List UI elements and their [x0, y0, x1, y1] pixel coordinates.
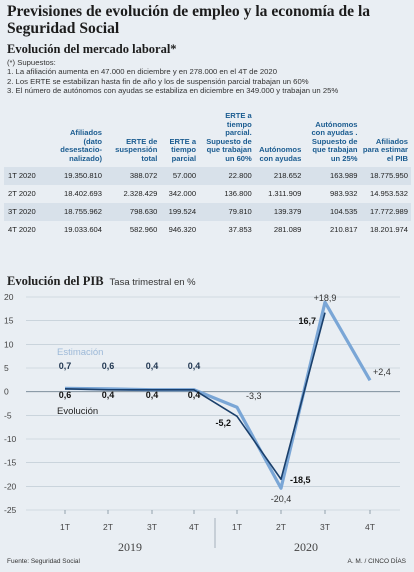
table-cell: 798.630	[105, 202, 161, 221]
table-header-row: Afiliados (dato desestacio- nalizado) ER…	[4, 111, 411, 167]
table-cell: 1.311.909	[254, 184, 305, 203]
data-label-evolucion: 0,4	[188, 390, 201, 400]
table-cell: 104.535	[304, 202, 361, 221]
table-header-cell: ERTE de suspensión total	[115, 136, 158, 163]
credit-note: A. M. / CINCO DÍAS	[347, 558, 406, 565]
labor-section-title: Evolución del mercado laboral*	[7, 42, 177, 56]
table-row: 1T 2020 19.350.810 388.072 57.000 22.800…	[4, 166, 411, 185]
table-cell: 18.775.950	[360, 166, 411, 185]
x-tick-label: 3T	[320, 522, 330, 532]
table-row: 4T 2020 19.033.604 582.960 946.320 37.85…	[4, 220, 411, 239]
table-cell: 946.320	[160, 220, 200, 239]
y-tick-label: 15	[4, 316, 14, 326]
y-tick-label: -20	[4, 481, 17, 491]
table-cell: 17.772.989	[360, 202, 411, 221]
data-label-evolucion: 16,7	[298, 316, 316, 326]
table-header-cell: Afiliados para estimar el PIB	[362, 136, 408, 163]
y-tick-label: 20	[4, 292, 14, 302]
gdp-chart-heading: Evolución del PIB Tasa trimestral en %	[7, 272, 196, 290]
table-cell: 281.089	[254, 220, 305, 239]
table-header-cell: Autónomos con ayudas . Supuesto de que t…	[311, 119, 358, 163]
table-cell: 983.932	[304, 184, 361, 203]
chart-title: Evolución del PIB	[7, 274, 104, 288]
table-cell: 14.953.532	[360, 184, 411, 203]
data-label-estimacion: 0,6	[102, 361, 115, 371]
data-label-evolucion: 0,6	[59, 390, 72, 400]
data-label-estimacion: 0,7	[59, 361, 72, 371]
chart-subtitle: Tasa trimestral en %	[109, 277, 196, 288]
table-cell: 22.800	[199, 166, 255, 185]
x-tick-label: 3T	[147, 522, 157, 532]
table-cell: 388.072	[105, 166, 161, 185]
data-label-estimacion: -20,4	[271, 494, 292, 504]
table-cell: 210.817	[304, 220, 361, 239]
series-label-evolucion: Evolución	[57, 406, 98, 417]
note-line: 1. La afiliación aumenta en 47.000 en di…	[7, 67, 277, 77]
note-line: (*) Supuestos:	[7, 58, 56, 67]
source-note: Fuente: Seguridad Social	[7, 558, 80, 565]
table-cell: 2T 2020	[4, 184, 50, 203]
table-cell: 199.524	[160, 202, 200, 221]
data-label-estimacion: +18,9	[314, 293, 337, 303]
y-tick-label: -15	[4, 458, 17, 468]
data-label-evolucion: -18,5	[290, 475, 311, 485]
data-label-estimacion: +2,4	[373, 367, 391, 377]
table-cell: 57.000	[160, 166, 200, 185]
table-header-cell: Afiliados (dato desestacio- nalizado)	[60, 128, 103, 163]
year-label: 2020	[294, 540, 318, 554]
y-tick-label: 0	[4, 387, 9, 397]
labor-market-table: Afiliados (dato desestacio- nalizado) ER…	[4, 111, 411, 239]
table-cell: 18.402.693	[49, 184, 106, 203]
table-cell: 4T 2020	[4, 220, 50, 239]
table-cell: 139.379	[254, 202, 305, 221]
data-label-evolucion: -5,2	[215, 418, 231, 428]
year-label: 2019	[118, 540, 142, 554]
data-label-estimacion: -3,3	[246, 391, 262, 401]
series-line-evolucion	[64, 312, 326, 481]
table-row: 3T 2020 18.755.962 798.630 199.524 79.81…	[4, 202, 411, 221]
x-tick-label: 1T	[232, 522, 242, 532]
y-tick-label: -25	[4, 505, 17, 515]
table-cell: 2.328.429	[105, 184, 161, 203]
table-row: 2T 2020 18.402.693 2.328.429 342.000 136…	[4, 184, 411, 203]
y-tick-label: 10	[4, 339, 14, 349]
x-tick-label: 2T	[103, 522, 113, 532]
x-tick-label: 4T	[189, 522, 199, 532]
x-tick-label: 4T	[365, 522, 375, 532]
table-header-cell: ERTE a tiempo parcial. Supuesto de que t…	[206, 111, 252, 163]
table-cell: 79.810	[199, 202, 255, 221]
x-tick-label: 1T	[60, 522, 70, 532]
table-cell: 18.755.962	[49, 202, 106, 221]
data-label-estimacion: 0,4	[188, 361, 201, 371]
page-title: Previsiones de evolución de empleo y la …	[7, 3, 371, 37]
table-cell: 136.800	[199, 184, 255, 203]
y-tick-label: 5	[4, 363, 9, 373]
y-tick-label: -5	[4, 410, 12, 420]
data-label-evolucion: 0,4	[146, 390, 159, 400]
table-header-cell: Autónomos con ayudas	[259, 145, 302, 163]
table-header-cell: ERTE a tiempo parcial	[169, 136, 197, 163]
table-cell: 3T 2020	[4, 202, 50, 221]
y-tick-label: -10	[4, 434, 17, 444]
table-cell: 18.201.974	[360, 220, 411, 239]
note-line: 3. El número de autónomos con ayudas se …	[7, 86, 339, 96]
series-label-estimacion: Estimación	[57, 347, 103, 358]
assumptions-notes: (*) Supuestos: 1. La afiliación aumenta …	[7, 58, 412, 96]
table-cell: 582.960	[105, 220, 161, 239]
note-line: 2. Los ERTE se estabilizan hasta fin de …	[7, 76, 309, 86]
table-cell: 19.033.604	[49, 220, 106, 239]
table-cell: 218.652	[254, 166, 305, 185]
table-cell: 342.000	[160, 184, 200, 203]
data-label-evolucion: 0,4	[102, 390, 115, 400]
data-label-estimacion: 0,4	[146, 361, 159, 371]
table-cell: 19.350.810	[49, 166, 106, 185]
table-cell: 1T 2020	[4, 166, 50, 185]
x-tick-label: 2T	[276, 522, 286, 532]
table-cell: 37.853	[199, 220, 255, 239]
table-cell: 163.989	[304, 166, 361, 185]
